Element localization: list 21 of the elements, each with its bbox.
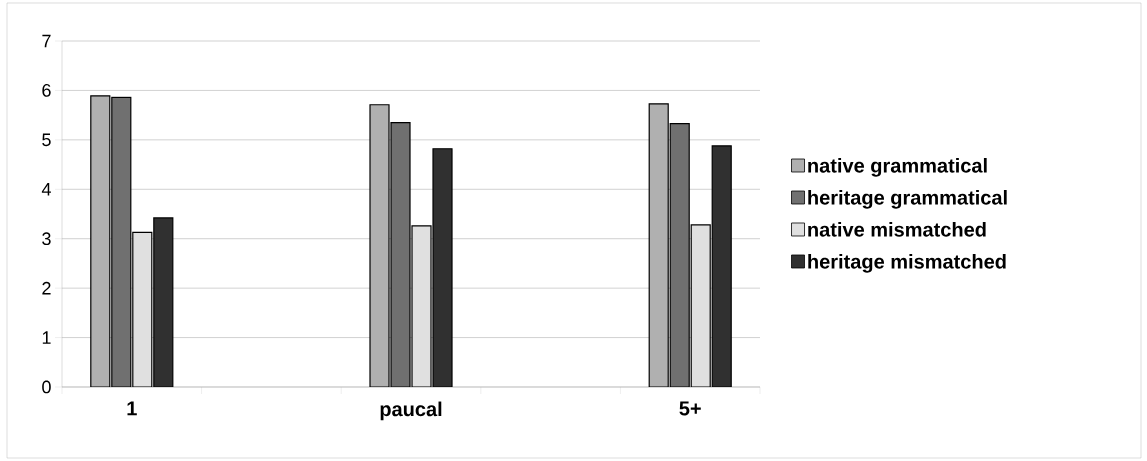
y-tick-label: 5 [42,133,51,147]
x-tick-label: paucal [380,401,442,421]
legend-label: native grammatical [808,158,987,177]
legend-label: native mismatched [808,222,986,237]
bar [711,145,732,387]
y-tick-label: 2 [42,281,51,295]
y-tick-label: 0 [42,380,51,394]
bar [111,96,132,387]
y-tick-label: 3 [42,232,51,246]
y-tick-label: 4 [41,183,51,196]
bar [132,231,153,387]
bar [153,217,174,387]
bar [690,224,711,387]
x-tick-label: 5+ [679,401,701,416]
y-tick-label: 1 [42,331,51,344]
bar [669,122,690,387]
legend-label: heritage grammatical [808,190,1007,209]
x-tick-label: 1 [127,401,137,416]
legend-label: heritage mismatched [808,253,1006,273]
y-tick-label: 7 [42,34,51,48]
y-tick-label: 6 [42,84,51,97]
